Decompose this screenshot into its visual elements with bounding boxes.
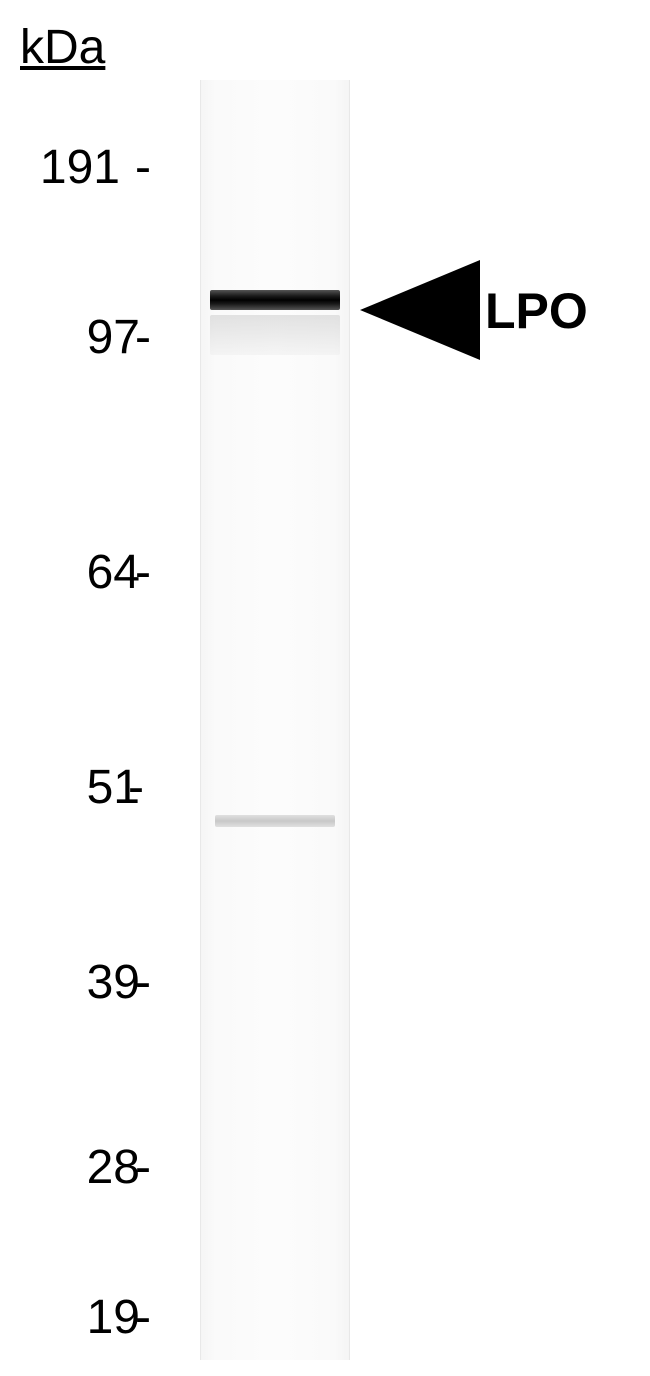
marker-dash-39: - [135,955,165,1010]
band-smear [210,315,340,355]
arrow-head-icon [360,260,480,360]
band-lpo-main [210,290,340,310]
marker-label-191: 191 [20,140,120,195]
marker-label-97: 97 [40,310,140,365]
marker-label-19: 19 [40,1290,140,1345]
marker-label-51: 51 [40,760,140,815]
marker-dash-191: - [135,140,165,195]
marker-dash-28: - [135,1140,165,1195]
marker-dash-97: - [135,310,165,365]
unit-label: kDa [20,20,105,75]
band-faint-lower [215,815,335,827]
annotation-label: LPO [485,282,588,340]
marker-dash-19: - [135,1290,165,1345]
marker-label-39: 39 [40,955,140,1010]
marker-label-64: 64 [40,545,140,600]
blot-figure: kDa 191-97-64-51-39-28-19- LPO [0,0,650,1376]
marker-dash-51: - [128,760,158,815]
marker-label-28: 28 [40,1140,140,1195]
gel-lane [200,80,350,1360]
marker-dash-64: - [135,545,165,600]
